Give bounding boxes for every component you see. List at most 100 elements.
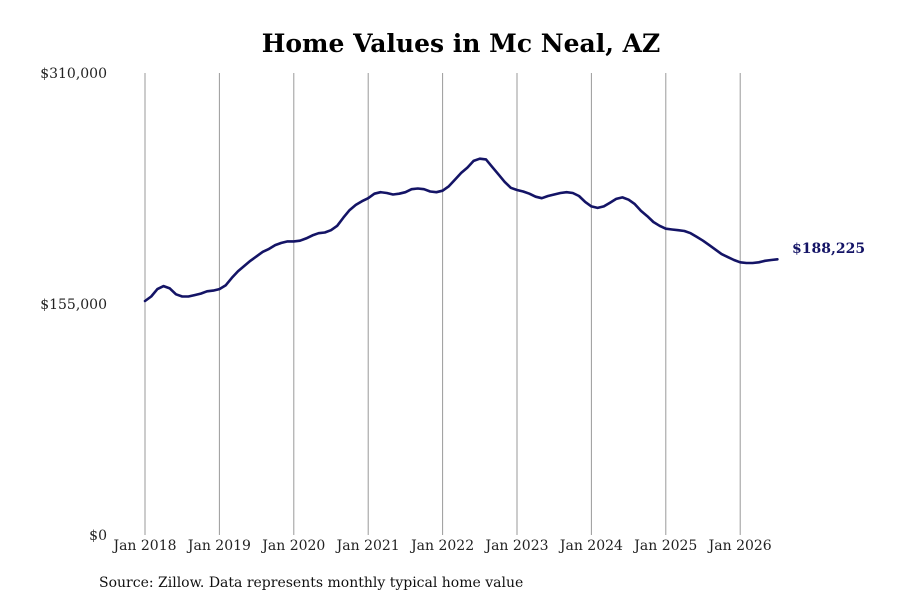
data-point [417,187,419,190]
data-point [578,195,580,197]
x-tick-label: Jan 2019 [186,538,251,554]
data-point [472,160,475,162]
data-point [658,225,661,227]
data-point [491,166,494,168]
data-point [522,190,524,193]
data-point [367,197,370,199]
data-point [373,192,376,195]
data-point [330,229,332,231]
data-point [299,239,301,242]
data-point [739,261,741,264]
chart-title: Home Values in Mc Neal, AZ [262,29,661,58]
end-value-label: $188,225 [792,241,865,257]
data-point [770,259,772,261]
data-point [262,251,264,253]
data-point [218,288,221,290]
data-point [286,240,289,243]
data-point [553,193,555,196]
data-point [435,191,438,193]
x-tick-label: Jan 2025 [632,538,697,554]
data-point [627,198,630,201]
data-point [231,277,233,279]
data-point [603,205,605,208]
x-tick-label: Jan 2020 [260,538,325,554]
data-point [361,200,363,202]
data-point [640,210,642,212]
data-point [441,189,444,192]
data-point [187,295,190,298]
data-point [348,209,351,211]
data-point [193,294,196,296]
data-point [280,242,283,244]
data-point [596,207,599,209]
data-point [268,248,270,250]
data-point [646,215,648,217]
data-point [324,231,326,234]
data-point [410,188,413,190]
data-point [237,270,239,273]
data-point [665,227,667,230]
data-point [466,166,469,169]
data-point [485,158,487,161]
x-tick-label: Jan 2022 [409,538,474,554]
data-point [293,240,295,243]
data-point [305,237,308,240]
data-point [206,290,208,293]
data-point [156,288,159,290]
data-point [733,259,735,261]
data-point [683,230,686,232]
data-point [249,260,252,262]
data-point [317,232,320,234]
x-tick-label: Jan 2018 [111,538,176,554]
x-gridlines [144,73,741,535]
data-point [534,195,537,198]
data-point [621,196,624,199]
y-tick-label: $310,000 [40,66,107,82]
x-axis-labels: Jan 2018 Jan 2019 Jan 2020 Jan 2021 Jan 2022… [111,538,771,554]
data-point [516,189,518,191]
data-point [200,292,202,295]
data-point [751,262,754,264]
data-point [572,192,574,194]
data-point [336,225,339,227]
data-point [429,190,432,193]
data-point [590,205,593,208]
data-point [355,204,357,206]
data-point [162,285,165,287]
data-point [212,289,214,292]
data-point [510,187,512,189]
x-tick-label: Jan 2021 [335,538,400,554]
data-point [169,287,171,290]
data-point [559,192,562,194]
data-point [547,195,549,197]
data-point [696,236,698,238]
data-point [175,293,177,296]
x-tick-label: Jan 2023 [483,538,548,554]
x-tick-label: Jan 2024 [558,538,623,554]
data-point [634,203,636,205]
data-point [609,201,611,204]
data-point [386,192,388,194]
data-point [181,295,183,298]
data-point [404,191,407,193]
data-point [503,181,506,183]
data-point [758,261,760,264]
data-point [398,192,401,195]
data-point [224,284,227,287]
data-point [541,197,543,199]
data-point [702,239,704,242]
data-point [677,229,679,231]
data-point [274,244,277,246]
series-layer [143,157,779,303]
data-point [311,234,314,237]
x-tick-label: Jan 2026 [707,538,772,554]
home-value-line [143,157,779,303]
data-point [423,188,425,190]
data-point [448,185,450,188]
data-point [584,201,586,203]
y-tick-label: $155,000 [40,297,107,313]
data-point [497,173,500,176]
data-point [720,253,723,255]
data-point [714,248,717,251]
